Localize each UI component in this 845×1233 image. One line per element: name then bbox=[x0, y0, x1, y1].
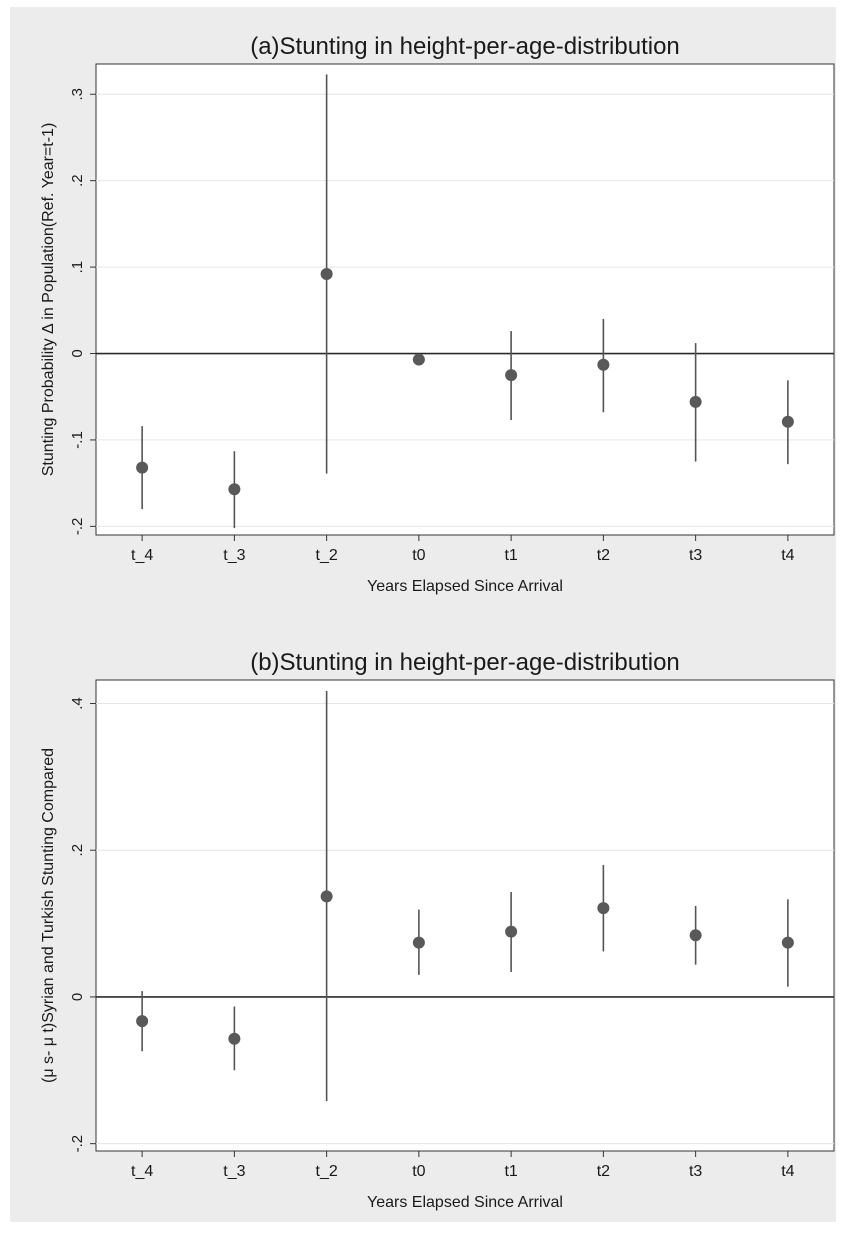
x-tick-label: t4 bbox=[781, 547, 794, 564]
point-estimate bbox=[597, 902, 610, 915]
marks-a bbox=[136, 74, 794, 529]
point-estimate bbox=[136, 461, 149, 474]
x-ticks-b: t_4 t_3 t_2 t0 t1 t2 t3 t4 bbox=[131, 1151, 795, 1180]
x-axis-label-a: Years Elapsed Since Arrival bbox=[367, 578, 563, 595]
x-ticks-a: t_4 t_3 t_2 t0 t1 t2 t3 t4 bbox=[131, 535, 795, 564]
x-tick-label: t_4 bbox=[131, 547, 153, 564]
x-tick-label: t_2 bbox=[316, 1163, 338, 1180]
x-tick-label: t_3 bbox=[223, 1163, 245, 1180]
y-tick-label: 0 bbox=[69, 993, 86, 1001]
y-ticks-a: -.2 -.1 0 .1 .2 .3 bbox=[69, 88, 96, 535]
x-tick-label: t3 bbox=[689, 1163, 702, 1180]
figure-svg: -.2 -.1 0 .1 .2 .3 t_4 t_3 t_2 t0 t1 t2 t3 t4 (a)Stu… bbox=[40, 33, 835, 1211]
x-tick-label: t2 bbox=[597, 547, 610, 564]
y-tick-label: -.2 bbox=[69, 1135, 86, 1153]
y-tick-label: .2 bbox=[69, 844, 86, 857]
x-tick-label: t0 bbox=[412, 1163, 425, 1180]
y-tick-label: -.1 bbox=[69, 431, 86, 449]
x-tick-label: t4 bbox=[781, 1163, 794, 1180]
chart-title-a: (a)Stunting in height-per-age-distributi… bbox=[250, 33, 680, 60]
point-estimate bbox=[781, 415, 794, 428]
point-estimate bbox=[505, 925, 518, 938]
panel-a: -.2 -.1 0 .1 .2 .3 t_4 t_3 t_2 t0 t1 t2 t3 t4 (a)Stu… bbox=[40, 33, 835, 595]
point-estimate bbox=[412, 936, 425, 949]
figure-canvas: -.2 -.1 0 .1 .2 .3 t_4 t_3 t_2 t0 t1 t2 t3 t4 (a)Stu… bbox=[10, 7, 836, 1222]
point-estimate bbox=[228, 1032, 241, 1045]
y-axis-label-a: Stunting Probability Δ in Population(Ref… bbox=[40, 123, 57, 477]
plot-area-b bbox=[95, 679, 835, 1152]
point-estimate bbox=[320, 268, 333, 281]
point-estimate bbox=[136, 1015, 149, 1028]
panel-b: -.2 0 .2 .4 t_4 t_3 t_2 t0 t1 t2 t3 t4 (b)Stunting… bbox=[40, 649, 835, 1211]
point-estimate bbox=[689, 395, 702, 408]
plot-area-a bbox=[95, 63, 835, 536]
point-estimate bbox=[228, 483, 241, 496]
x-tick-label: t2 bbox=[597, 1163, 610, 1180]
y-tick-label: .1 bbox=[69, 261, 86, 274]
point-estimate bbox=[781, 936, 794, 949]
x-axis-label-b: Years Elapsed Since Arrival bbox=[367, 1194, 563, 1211]
x-tick-label: t3 bbox=[689, 547, 702, 564]
marks-b bbox=[136, 691, 794, 1102]
y-tick-label: .4 bbox=[69, 697, 86, 710]
x-tick-label: t_2 bbox=[316, 547, 338, 564]
x-tick-label: t_4 bbox=[131, 1163, 153, 1180]
point-estimate bbox=[505, 369, 518, 382]
x-tick-label: t_3 bbox=[223, 547, 245, 564]
y-tick-label: 0 bbox=[69, 349, 86, 357]
y-tick-label: .3 bbox=[69, 88, 86, 101]
point-estimate bbox=[689, 929, 702, 942]
chart-title-b: (b)Stunting in height-per-age-distributi… bbox=[250, 649, 680, 676]
point-estimate bbox=[597, 358, 610, 371]
gridlines-b bbox=[96, 702, 834, 1145]
y-tick-label: .2 bbox=[69, 174, 86, 187]
y-tick-label: -.2 bbox=[69, 518, 86, 536]
y-ticks-b: -.2 0 .2 .4 bbox=[69, 697, 96, 1152]
x-tick-label: t0 bbox=[412, 547, 425, 564]
point-estimate bbox=[320, 890, 333, 903]
y-axis-label-b: (μ s- μ t)Syrian and Turkish Stunting Co… bbox=[40, 748, 57, 1083]
x-tick-label: t1 bbox=[504, 1163, 517, 1180]
point-estimate bbox=[412, 353, 425, 366]
gridlines-a bbox=[96, 93, 834, 527]
x-tick-label: t1 bbox=[504, 547, 517, 564]
